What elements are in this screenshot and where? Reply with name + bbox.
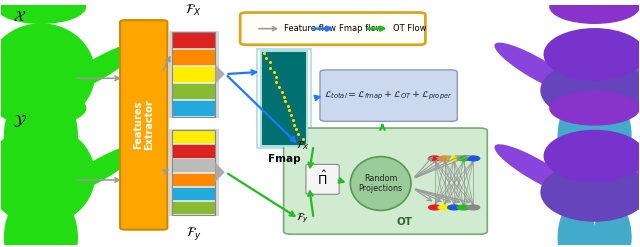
Circle shape [0, 0, 86, 23]
Text: $\mathcal{F}_y$: $\mathcal{F}_y$ [186, 225, 202, 242]
Bar [172, 83, 215, 99]
Ellipse shape [56, 43, 141, 95]
Ellipse shape [0, 144, 26, 196]
Text: Fmap: Fmap [268, 154, 301, 164]
Bar [172, 187, 215, 200]
Circle shape [458, 156, 470, 161]
Bar [172, 66, 215, 82]
Circle shape [438, 156, 451, 161]
Ellipse shape [56, 144, 141, 196]
Ellipse shape [543, 130, 640, 182]
Text: Random
Projections: Random Projections [358, 174, 403, 193]
Ellipse shape [0, 23, 95, 124]
Circle shape [448, 205, 461, 210]
Bar [172, 158, 215, 172]
Bar [172, 130, 215, 215]
FancyBboxPatch shape [240, 13, 426, 45]
Ellipse shape [0, 163, 111, 175]
Ellipse shape [0, 43, 26, 95]
Text: Feature flow: Feature flow [284, 24, 336, 33]
Text: $\mathcal{F}_X$: $\mathcal{F}_X$ [186, 3, 202, 19]
Bar [172, 32, 215, 48]
Circle shape [467, 205, 479, 210]
FancyBboxPatch shape [284, 128, 487, 234]
Ellipse shape [593, 202, 632, 247]
Ellipse shape [495, 43, 580, 95]
Ellipse shape [40, 100, 78, 172]
Text: OT: OT [396, 217, 412, 227]
Bar [172, 173, 215, 186]
Text: $\mathcal{F}_X$: $\mathcal{F}_X$ [296, 139, 310, 152]
Ellipse shape [350, 157, 411, 210]
Ellipse shape [557, 202, 596, 247]
Ellipse shape [524, 163, 640, 175]
Text: Fmap flow: Fmap flow [339, 24, 383, 33]
Ellipse shape [593, 100, 632, 172]
Ellipse shape [4, 100, 42, 172]
Circle shape [458, 205, 470, 210]
Bar [172, 144, 215, 158]
Bar [172, 100, 215, 116]
Text: $\mathcal{L}_{total} = \mathcal{L}_{fmap} + \mathcal{L}_{OT} + \mathcal{L}_{prop: $\mathcal{L}_{total} = \mathcal{L}_{fmap… [324, 90, 453, 102]
Ellipse shape [495, 144, 580, 196]
Text: Features
Extractor: Features Extractor [133, 100, 154, 150]
Circle shape [448, 156, 461, 161]
Ellipse shape [40, 202, 78, 247]
Circle shape [429, 156, 442, 161]
Bar [170, 129, 219, 216]
Ellipse shape [540, 162, 640, 222]
Ellipse shape [540, 60, 640, 120]
Polygon shape [215, 163, 225, 182]
Circle shape [550, 91, 639, 125]
Circle shape [467, 156, 479, 161]
Text: $\mathcal{F}_y$: $\mathcal{F}_y$ [296, 212, 309, 226]
Bar [172, 130, 215, 144]
Bar [172, 201, 215, 214]
Ellipse shape [0, 125, 95, 225]
FancyBboxPatch shape [120, 20, 168, 230]
Circle shape [0, 91, 86, 125]
Bar [257, 49, 311, 148]
Bar [170, 31, 219, 118]
Circle shape [550, 0, 639, 23]
Ellipse shape [609, 144, 640, 196]
Circle shape [429, 205, 442, 210]
Text: $\mathcal{Y}$: $\mathcal{Y}$ [13, 112, 27, 129]
Circle shape [438, 205, 451, 210]
Bar [172, 32, 215, 117]
Bar [261, 51, 307, 146]
Polygon shape [215, 64, 225, 84]
FancyBboxPatch shape [306, 165, 339, 194]
Ellipse shape [609, 43, 640, 95]
Text: $\mathcal{X}$: $\mathcal{X}$ [13, 9, 27, 24]
Ellipse shape [4, 202, 42, 247]
Text: OT Flow: OT Flow [393, 24, 426, 33]
Bar [172, 49, 215, 65]
Ellipse shape [557, 100, 596, 172]
FancyBboxPatch shape [320, 70, 458, 121]
Text: $\hat{\Pi}$: $\hat{\Pi}$ [317, 170, 328, 188]
Ellipse shape [543, 28, 640, 81]
